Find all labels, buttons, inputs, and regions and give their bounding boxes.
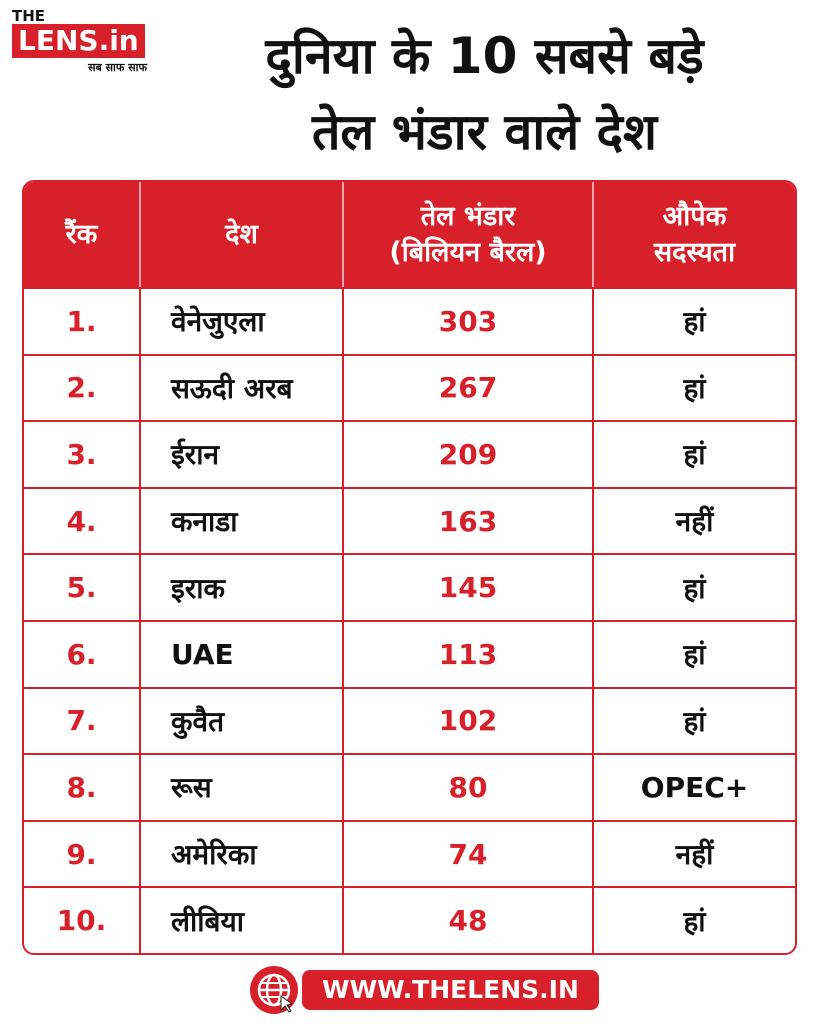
reserves: 113	[344, 621, 594, 687]
header-cell: रैंक	[24, 182, 141, 287]
opec-status: हां	[683, 704, 706, 738]
country: इराक	[141, 555, 344, 620]
rank: 4.	[24, 488, 141, 554]
logo-the: THE	[12, 7, 46, 25]
table-row: 1. वेनेजुएला 303 हां	[24, 287, 795, 354]
rank: 5.	[24, 555, 141, 620]
rank: 7.	[24, 688, 141, 754]
logo-tagline: सब साफ साफ	[88, 61, 147, 74]
title-line: तेल भंडार वाले देश	[311, 103, 658, 161]
reserves: 102	[344, 688, 594, 754]
table-row: 7. कुवैत 102 हां	[24, 686, 795, 754]
country: अमेरिका	[141, 821, 344, 887]
opec-status: हां	[683, 638, 706, 672]
opec-status: हां	[683, 571, 706, 605]
header-cell: देश	[141, 182, 344, 287]
reserves: 74	[344, 821, 594, 887]
opec-status: हां	[683, 305, 706, 339]
reserves: 267	[344, 355, 594, 421]
table-row: 8. रूस 80 OPEC+	[24, 753, 795, 820]
title-line: दुनिया के 10 सबसे बड़े	[265, 27, 704, 85]
country: ईरान	[141, 422, 344, 487]
opec-status: हां	[683, 438, 706, 472]
country: वेनेजुएला	[141, 289, 344, 354]
rank: 6.	[24, 621, 141, 687]
reserves: 303	[344, 289, 594, 354]
rank: 8.	[24, 755, 141, 820]
table-row: 10. लीबिया 48 हां	[24, 886, 795, 953]
country: UAE	[141, 621, 344, 687]
table-row: 9. अमेरिका 74 नहीं	[24, 819, 795, 887]
reserves: 80	[344, 755, 594, 820]
reserves: 145	[344, 555, 594, 620]
opec-status: हां	[683, 371, 706, 405]
rank: 3.	[24, 422, 141, 487]
reserves: 163	[344, 488, 594, 554]
rank: 1.	[24, 289, 141, 354]
country: सऊदी अरब	[141, 355, 344, 421]
country: लीबिया	[141, 888, 344, 953]
rank: 9.	[24, 821, 141, 887]
table-row: 3. ईरान 209 हां	[24, 420, 795, 487]
website-link[interactable]: WWW.THELENS.IN	[302, 970, 599, 1010]
reserves: 48	[344, 888, 594, 953]
header-cell: औपेक सदस्यता	[594, 182, 795, 287]
rank: 2.	[24, 355, 141, 421]
table: रैंक देश तेल भंडार (बिलियन बैरल) औपेक सदस्यता…	[22, 180, 797, 955]
rank: 10.	[24, 888, 141, 953]
table-row: 6. UAE 113 हां	[24, 619, 795, 687]
opec-status: नहीं	[675, 505, 714, 539]
logo: THE LENS.in सब साफ साफ	[12, 8, 147, 75]
country: कनाडा	[141, 488, 344, 554]
opec-status: हां	[683, 904, 706, 938]
table-row: 5. इराक 145 हां	[24, 553, 795, 620]
opec-status: OPEC+	[640, 770, 749, 804]
table-row: 2. सऊदी अरब 267 हां	[24, 353, 795, 421]
country: कुवैत	[141, 688, 344, 754]
title: दुनिया के 10 सबसे बड़े तेल भंडार वाले दे…	[150, 18, 819, 170]
footer: WWW.THELENS.IN	[248, 965, 599, 1015]
header-text: रैंक	[65, 218, 98, 250]
reserves: 209	[344, 422, 594, 487]
header-text: औपेक	[662, 200, 727, 232]
opec-status: नहीं	[675, 838, 714, 872]
country: रूस	[141, 755, 344, 820]
table-row: 4. कनाडा 163 नहीं	[24, 486, 795, 554]
header-text: (बिलियन बैरल)	[389, 236, 547, 268]
header-row: रैंक देश तेल भंडार (बिलियन बैरल) औपेक सदस्यता	[24, 182, 795, 287]
header-text: सदस्यता	[653, 236, 736, 268]
header-text: तेल भंडार	[420, 200, 516, 232]
header-cell: तेल भंडार (बिलियन बैरल)	[344, 182, 594, 287]
globe-icon	[250, 966, 298, 1014]
header-text: देश	[225, 218, 258, 250]
logo-name: LENS.in	[12, 24, 145, 58]
